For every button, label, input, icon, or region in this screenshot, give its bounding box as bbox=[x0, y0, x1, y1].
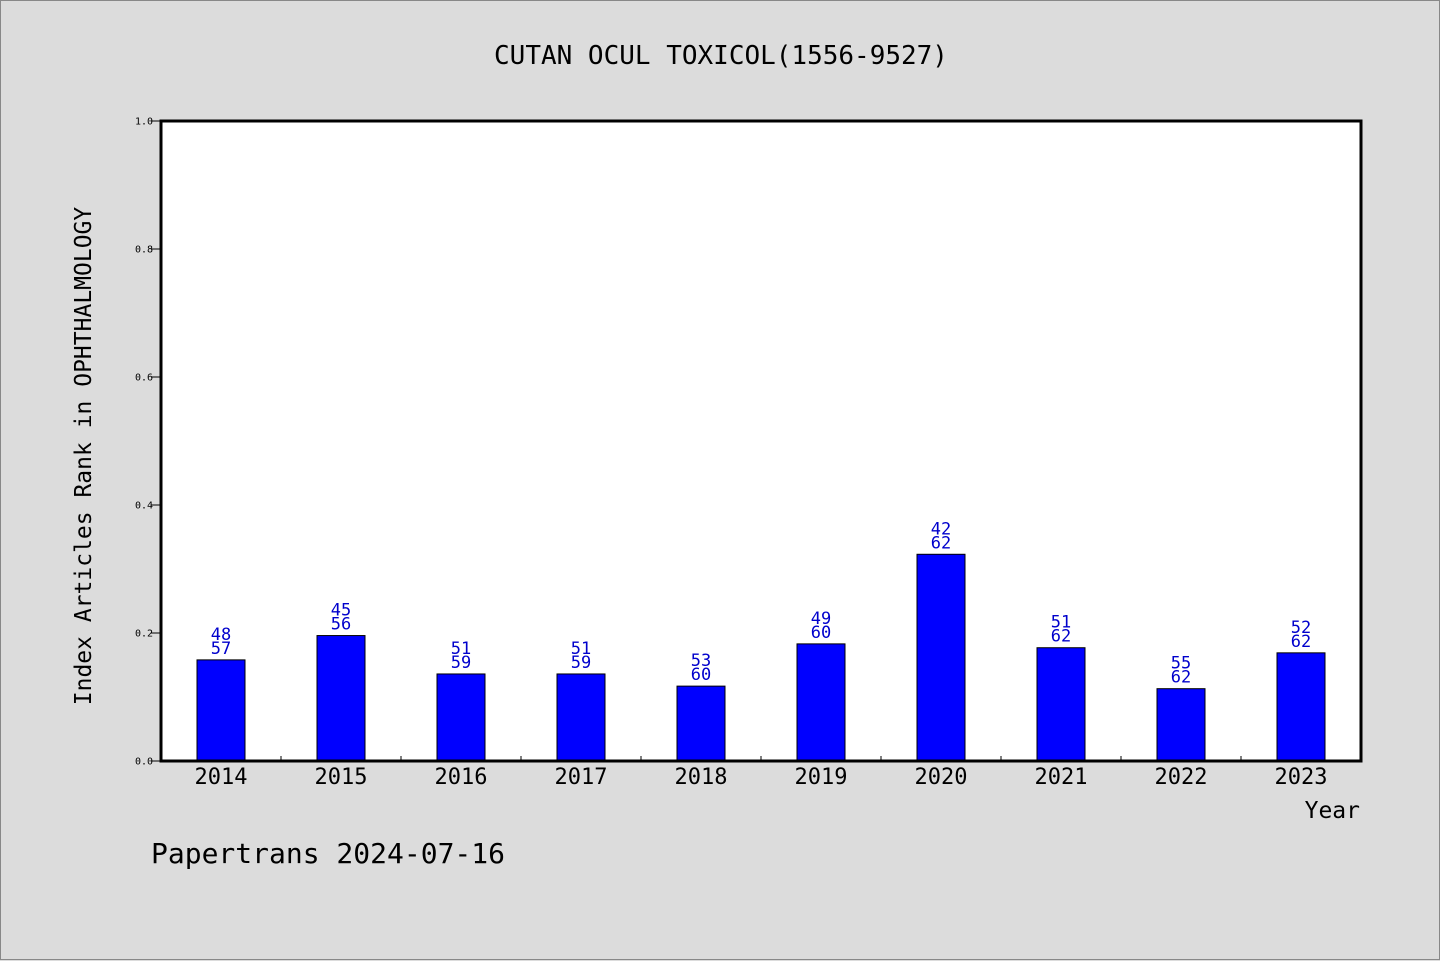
total-label: 59 bbox=[451, 653, 471, 673]
y-tick-label: 0.4 bbox=[135, 501, 153, 512]
bar-2014 bbox=[196, 659, 246, 762]
bar-2018 bbox=[676, 685, 726, 762]
total-label: 62 bbox=[1291, 632, 1311, 652]
total-label: 60 bbox=[691, 665, 711, 685]
rank-label: 53 bbox=[691, 651, 711, 671]
rank-label: 55 bbox=[1171, 654, 1191, 674]
plot-border bbox=[159, 119, 1363, 763]
total-label: 62 bbox=[1051, 627, 1071, 647]
x-tick-label: 2023 bbox=[1275, 765, 1328, 790]
x-tick-label: 2014 bbox=[195, 765, 248, 790]
rank-label: 49 bbox=[811, 609, 831, 629]
data-labels-layer: 2014485720154556201651592017515920185360… bbox=[195, 519, 1328, 790]
rank-label: 42 bbox=[931, 519, 951, 539]
x-tick-label: 2016 bbox=[435, 765, 488, 790]
y-tick-label: 0.0 bbox=[135, 757, 153, 768]
bar-2016 bbox=[436, 673, 486, 762]
x-tick-label: 2019 bbox=[795, 765, 848, 790]
y-axis-label: Index Articles Rank in OPHTHALMOLOGY bbox=[71, 207, 97, 706]
rank-label: 51 bbox=[571, 639, 591, 659]
x-tick-label: 2021 bbox=[1035, 765, 1088, 790]
chart-title: CUTAN OCUL TOXICOL(1556-9527) bbox=[494, 41, 948, 71]
bar-2019 bbox=[796, 643, 846, 762]
rank-label: 45 bbox=[331, 601, 351, 621]
total-label: 57 bbox=[211, 639, 231, 659]
total-label: 60 bbox=[811, 623, 831, 643]
x-tick-label: 2018 bbox=[675, 765, 728, 790]
footer-credit: Papertrans 2024-07-16 bbox=[151, 837, 505, 870]
bar-2023 bbox=[1276, 652, 1326, 762]
y-tick-label: 0.6 bbox=[135, 373, 153, 384]
total-label: 62 bbox=[931, 533, 951, 553]
total-label: 56 bbox=[331, 615, 351, 635]
x-tick-label: 2015 bbox=[315, 765, 368, 790]
ticks-layer: 0.0 0.2 0.4 0.6 0.8 1.0 bbox=[135, 117, 1242, 768]
bar-2015 bbox=[316, 635, 366, 762]
rank-label: 52 bbox=[1291, 618, 1311, 638]
x-axis-label: Year bbox=[1305, 798, 1360, 824]
bar-2017 bbox=[556, 673, 606, 762]
rank-label: 51 bbox=[1051, 613, 1071, 633]
x-tick-label: 2022 bbox=[1155, 765, 1208, 790]
bars-layer bbox=[196, 553, 1326, 762]
y-tick-label: 0.8 bbox=[135, 245, 153, 256]
y-tick-label: 1.0 bbox=[135, 117, 153, 128]
rank-label: 48 bbox=[211, 625, 231, 645]
rank-label: 51 bbox=[451, 639, 471, 659]
bar-2020 bbox=[916, 553, 966, 762]
x-tick-label: 2017 bbox=[555, 765, 608, 790]
bar-2022 bbox=[1156, 688, 1206, 762]
y-tick-label: 0.2 bbox=[135, 629, 153, 640]
total-label: 62 bbox=[1171, 668, 1191, 688]
total-label: 59 bbox=[571, 653, 591, 673]
x-tick-label: 2020 bbox=[915, 765, 968, 790]
bar-2021 bbox=[1036, 647, 1086, 762]
